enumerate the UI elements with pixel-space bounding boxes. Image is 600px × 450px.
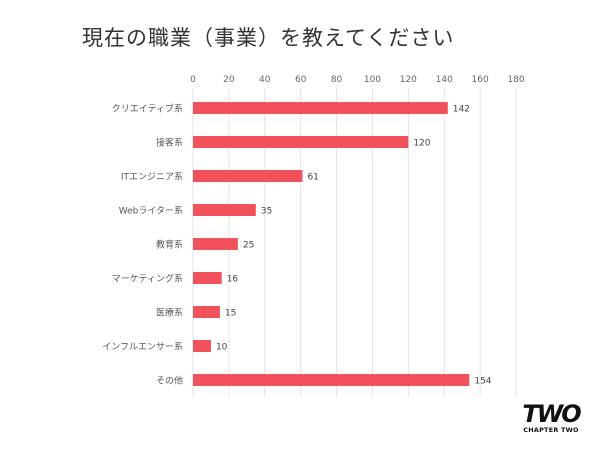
x-axis-ticks: 0 20 40 60 80 100 120 140 160 180 [190,75,525,85]
x-tick-label: 160 [472,75,489,85]
x-tick-label: 120 [400,75,417,85]
category-label: Webライター系 [119,206,183,217]
bar [193,204,256,216]
x-tick-label: 0 [190,75,196,85]
x-tick-label: 100 [364,75,381,85]
category-label: マーケティング系 [112,273,183,285]
bars [193,102,470,386]
logo-mark: TWO [522,400,581,428]
category-label: 教育系 [156,239,183,251]
gridlines [192,88,517,397]
data-label: 16 [227,275,239,285]
x-tick-label: 180 [507,75,524,85]
bar [193,272,222,284]
bar [193,170,303,182]
logo-text: CHAPTER TWO [523,426,579,434]
bar [193,374,470,386]
bar [193,102,448,114]
data-label: 10 [216,343,228,353]
data-label: 15 [225,309,236,319]
data-label: 61 [307,173,318,183]
category-label: ITエンジニア系 [121,172,183,183]
chart-title: 現在の職業（事業）を教えてください [82,26,455,50]
data-label: 120 [413,139,430,149]
data-labels: 142 120 61 35 25 16 15 10 154 [216,105,492,387]
x-tick-label: 60 [295,75,307,85]
bar [193,136,409,148]
bar [193,340,211,352]
category-label: その他 [156,375,183,387]
bar [193,306,220,318]
x-tick-label: 40 [259,75,271,85]
category-label: クリエイティブ系 [112,103,183,115]
data-label: 142 [453,105,470,115]
category-label: インフルエンサー系 [102,342,183,353]
data-label: 35 [261,207,272,217]
x-tick-label: 20 [223,75,235,85]
data-label: 25 [243,241,254,251]
category-label: 医療系 [156,307,183,319]
x-tick-label: 80 [331,75,343,85]
x-tick-label: 140 [436,75,453,85]
data-label: 154 [474,377,491,387]
chapter-two-logo: TWO CHAPTER TWO [520,402,582,434]
category-label: 接客系 [156,137,183,149]
bar [193,238,238,250]
